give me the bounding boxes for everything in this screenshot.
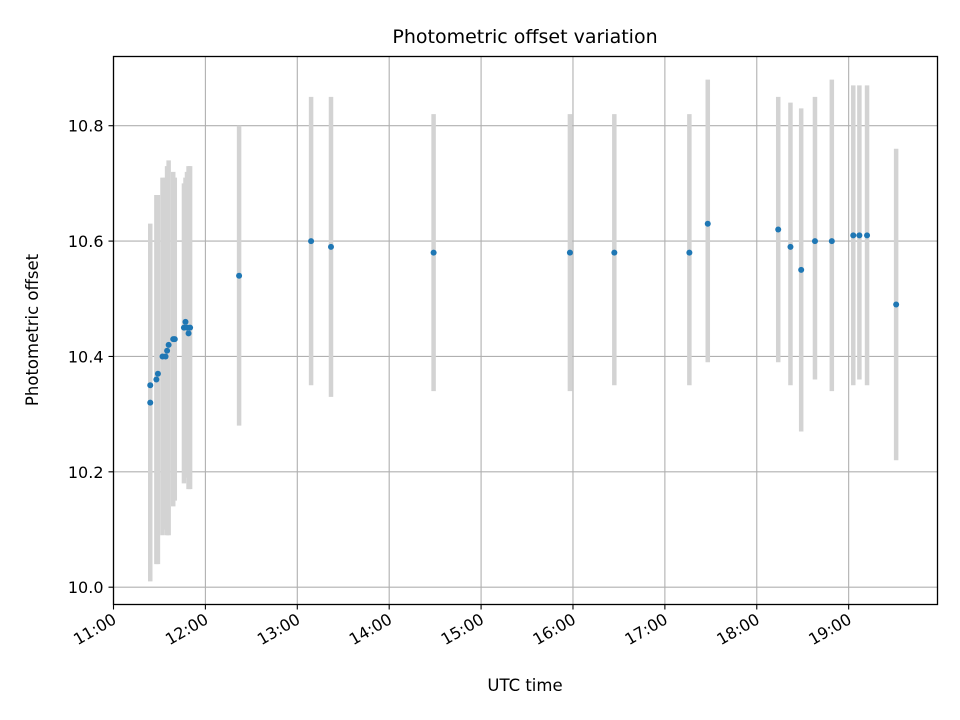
- data-point: [811, 238, 818, 245]
- data-point: [164, 347, 171, 354]
- data-point: [566, 249, 573, 256]
- data-point: [171, 336, 178, 343]
- y-tick-label: 10.2: [68, 463, 104, 482]
- data-point: [775, 226, 782, 233]
- data-point: [147, 399, 154, 406]
- data-point: [856, 232, 863, 239]
- data-point: [686, 249, 693, 256]
- data-point: [165, 341, 172, 348]
- data-point: [147, 382, 154, 389]
- data-point: [864, 232, 871, 239]
- chart-title: Photometric offset variation: [392, 26, 657, 48]
- y-tick-label: 10.6: [68, 232, 104, 251]
- data-point: [893, 301, 900, 308]
- grid: [112, 56, 938, 605]
- data-point: [153, 376, 160, 383]
- data-point: [787, 243, 794, 250]
- data-point: [611, 249, 618, 256]
- data-point: [187, 324, 194, 331]
- data-point: [798, 266, 805, 273]
- y-tick-label: 10.8: [68, 117, 104, 136]
- data-point: [162, 353, 169, 360]
- data-point: [185, 330, 192, 337]
- y-axis-label: Photometric offset: [23, 253, 42, 406]
- y-axis-ticks: 10.0 10.2 10.4 10.6 10.8: [68, 117, 114, 597]
- y-tick-label: 10.4: [68, 347, 104, 366]
- data-point: [327, 243, 334, 250]
- data-point: [236, 272, 243, 279]
- data-points: [147, 220, 900, 406]
- data-point: [182, 318, 189, 325]
- x-axis-label: UTC time: [487, 676, 562, 695]
- y-tick-label: 10.0: [68, 578, 104, 597]
- data-point: [704, 220, 711, 227]
- data-point: [430, 249, 437, 256]
- data-point: [154, 370, 161, 377]
- data-point: [850, 232, 857, 239]
- data-point: [308, 238, 315, 245]
- plot-frame: [112, 55, 939, 606]
- data-point: [828, 238, 835, 245]
